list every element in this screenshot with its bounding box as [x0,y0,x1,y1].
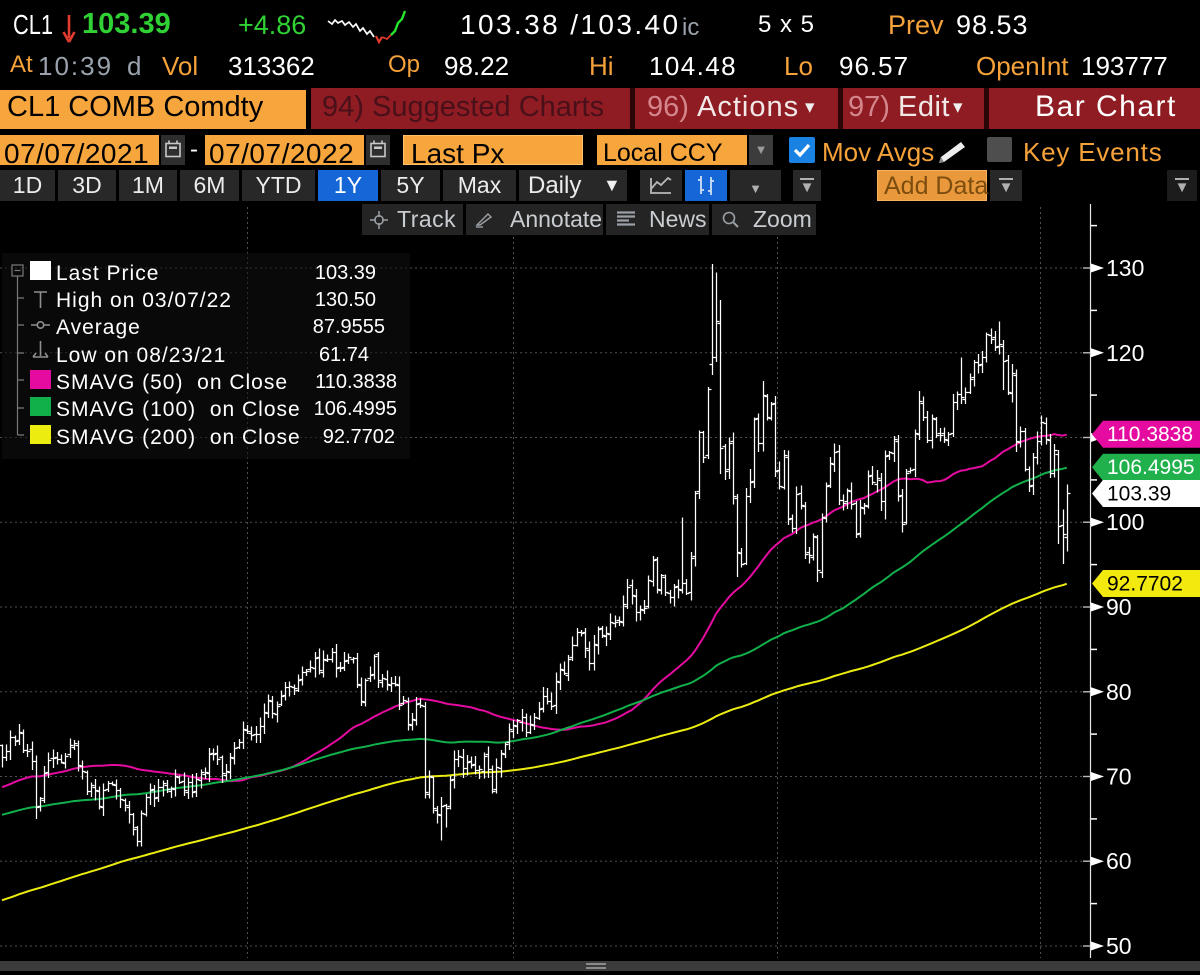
svg-text:100: 100 [1106,509,1144,535]
svg-text:60: 60 [1106,848,1132,874]
svg-text:130: 130 [1106,255,1144,281]
svg-text:50: 50 [1106,933,1132,959]
svg-text:106.4995: 106.4995 [1107,456,1195,479]
svg-text:110.3838: 110.3838 [1107,423,1193,446]
svg-text:103.39: 103.39 [1107,483,1171,506]
svg-text:120: 120 [1106,340,1144,366]
svg-text:70: 70 [1106,764,1132,790]
svg-text:90: 90 [1106,594,1132,620]
svg-text:80: 80 [1106,679,1132,705]
svg-text:92.7702: 92.7702 [1107,573,1183,596]
